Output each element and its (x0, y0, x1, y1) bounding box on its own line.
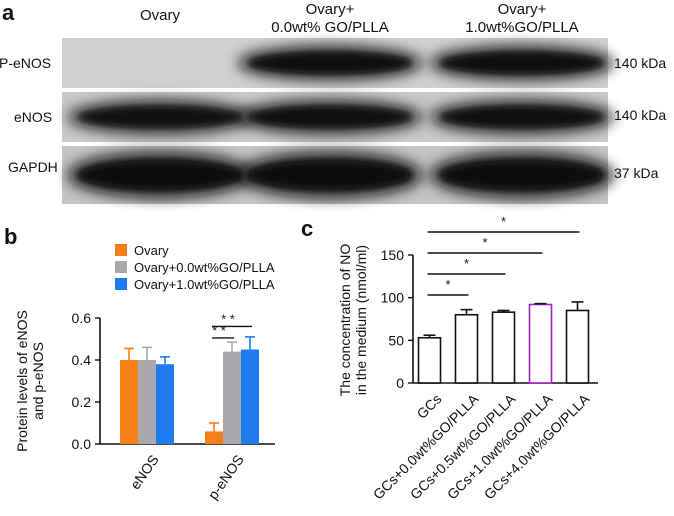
x-tick-label-b-1: p-eNOS (205, 452, 247, 503)
column-header-1wt-line1: Ovary+ (498, 1, 547, 18)
panel-b: b Ovary Ovary+0.0wt%GO/PLLA Ovary+1.0wt%GO… (4, 224, 275, 502)
legend-swatch-3 (115, 278, 127, 290)
y-tick-label-b-0: 0.0 (72, 436, 92, 452)
band-enos-lane-1 (80, 107, 240, 127)
column-header-ovary: Ovary (140, 7, 181, 24)
bar-b-p-eNOS-2 (223, 351, 241, 444)
legend-label-2: Ovary+0.0wt%GO/PLLA (134, 260, 275, 275)
band-p-enos-lane-2 (250, 53, 410, 73)
panel-a: a Ovary Ovary+ 0.0wt% GO/PLLA Ovary+ 1.0… (0, 0, 666, 204)
panel-c: c The concentration of NO in the medium … (301, 214, 598, 502)
band-gapdh-lane-1 (80, 161, 240, 189)
blot-bands (68, 46, 614, 198)
bar-b-eNOS-3 (156, 364, 174, 444)
column-header-0wt-line2: 0.0wt% GO/PLLA (271, 19, 389, 36)
sig-label-c-1: * (501, 214, 506, 229)
band-gapdh-lane-3 (442, 161, 602, 189)
sig-label-c-2: * (482, 235, 487, 250)
y-tick-label-c-3: 150 (381, 247, 405, 263)
bar-b-eNOS-2 (138, 360, 156, 444)
legend-swatch-1 (115, 244, 127, 256)
sig-label-c-3: * (464, 256, 469, 271)
panel-a-label: a (2, 0, 15, 25)
legend-label-3: Ovary+1.0wt%GO/PLLA (134, 277, 275, 292)
sig-label-b-2: * * (212, 323, 226, 338)
row-label-gapdh: GAPDH (8, 159, 58, 175)
y-tick-label-c-0: 0 (396, 375, 404, 391)
y-tick-label-c-2: 100 (381, 290, 405, 306)
panel-c-label: c (301, 216, 313, 241)
band-gapdh-lane-2 (250, 161, 410, 189)
ylabel-b-line2: and p-eNOS (30, 342, 46, 420)
bar-b-p-eNOS-3 (241, 349, 259, 444)
bar-c-4 (528, 303, 553, 384)
bar-c-3 (491, 311, 516, 384)
band-enos-lane-2 (250, 107, 410, 127)
bar-b-eNOS-1 (120, 360, 138, 444)
legend-swatch-2 (115, 261, 127, 273)
band-p-enos-lane-3 (442, 53, 602, 73)
y-tick-label-b-1: 0.2 (72, 394, 92, 410)
chart-b: 0.0 0.2 0.4 0.6 eNOS p-eNOS * ** * (72, 310, 275, 502)
bar-c-2 (454, 313, 479, 384)
ylabel-c-line1: The concentration of NO (337, 244, 353, 397)
bar-c-5 (565, 309, 590, 384)
column-header-1wt-line2: 1.0wt%GO/PLLA (465, 19, 578, 36)
y-tick-label-b-2: 0.4 (72, 352, 92, 368)
size-label-p-enos: 140 kDa (614, 55, 666, 71)
row-label-enos: eNOS (14, 109, 52, 125)
ylabel-b-line1: Protein levels of eNOS (14, 310, 30, 452)
y-tick-label-c-1: 50 (388, 332, 404, 348)
x-tick-label-b-0: eNOS (127, 452, 162, 492)
panel-b-label: b (4, 224, 17, 249)
legend-label-1: Ovary (134, 243, 169, 258)
size-label-gapdh: 37 kDa (614, 165, 659, 181)
y-tick-label-b-3: 0.6 (72, 310, 92, 326)
x-tick-label-c-1: GCs (413, 391, 444, 422)
ylabel-c-line2: in the medium (nmol/ml) (353, 245, 369, 395)
band-enos-lane-3 (442, 107, 602, 127)
bar-c-1 (417, 336, 442, 384)
bar-b-p-eNOS-1 (205, 431, 223, 444)
size-label-enos: 140 kDa (614, 107, 666, 123)
sig-label-b-1: * * (221, 311, 235, 326)
chart-c: 050100150GCsGCs+0.0wt%GO/PLLAGCs+0.5wt%G… (370, 214, 598, 502)
column-header-0wt-line1: Ovary+ (306, 1, 355, 18)
legend-b: Ovary Ovary+0.0wt%GO/PLLA Ovary+1.0wt%GO/P… (115, 243, 275, 292)
row-label-p-enos: P-eNOS (0, 55, 51, 71)
sig-label-c-4: * (445, 277, 450, 292)
